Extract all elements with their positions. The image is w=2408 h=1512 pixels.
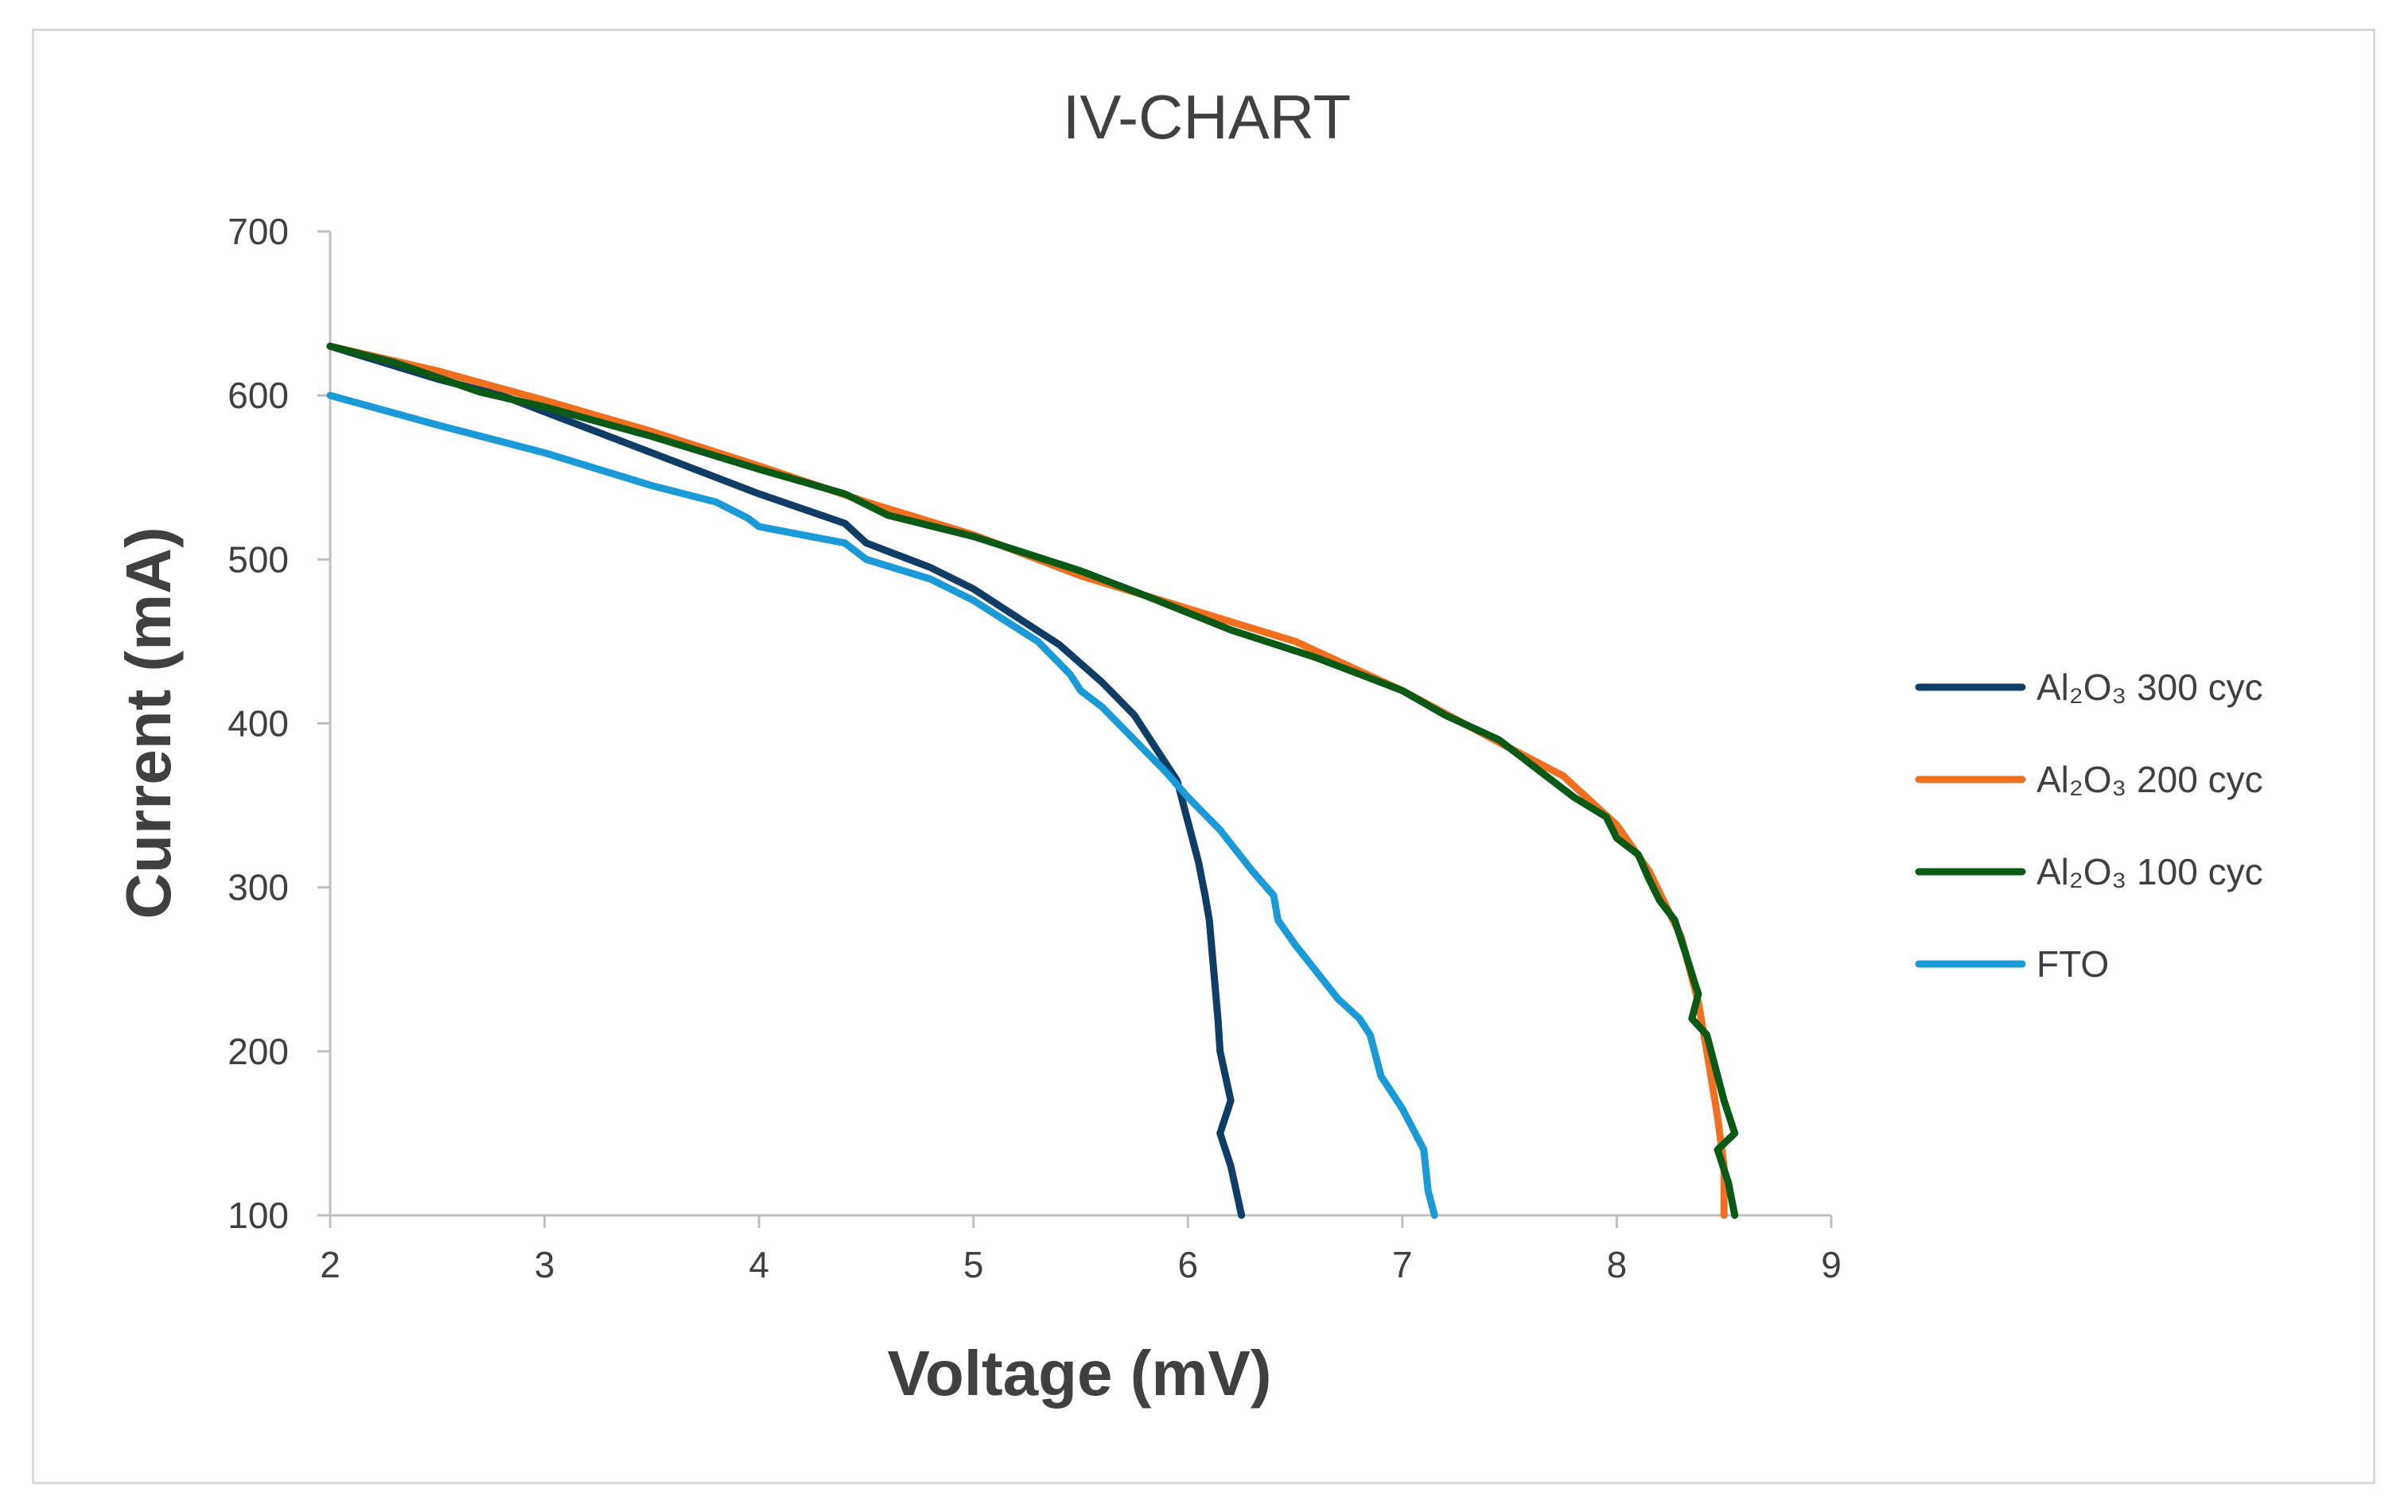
legend-label: Al₂O₃ 300 cyc <box>2036 667 2263 708</box>
y-tick-label: 300 <box>228 867 289 908</box>
y-tick-label: 100 <box>228 1195 289 1236</box>
x-tick-label: 3 <box>535 1244 555 1285</box>
x-tick-label: 8 <box>1607 1244 1628 1285</box>
legend-label: Al₂O₃ 200 cyc <box>2036 759 2263 800</box>
legend-label: FTO <box>2036 943 2109 985</box>
series-line-3 <box>326 342 1739 1219</box>
series-line-2 <box>326 342 1728 1219</box>
x-axis-ticks: 2 3 4 5 6 7 8 9 <box>320 1215 1842 1285</box>
x-tick-label: 5 <box>963 1244 984 1285</box>
chart-title: IV-CHART <box>1063 82 1352 152</box>
x-axis-title: Voltage (mV) <box>887 1338 1271 1409</box>
x-tick-label: 2 <box>320 1244 340 1285</box>
x-tick-label: 6 <box>1177 1244 1198 1285</box>
series-line-1 <box>326 342 1246 1219</box>
y-tick-label: 500 <box>228 538 289 580</box>
y-axis-ticks: 100 200 300 400 500 600 700 <box>228 211 330 1236</box>
y-tick-label: 700 <box>228 211 289 252</box>
y-tick-label: 400 <box>228 703 289 744</box>
chart-frame <box>32 29 2375 1484</box>
legend-label: Al₂O₃ 100 cyc <box>2036 851 2263 892</box>
y-tick-label: 600 <box>228 375 289 416</box>
x-tick-label: 9 <box>1821 1244 1842 1285</box>
x-tick-label: 7 <box>1392 1244 1413 1285</box>
y-axis-title: Current (mA) <box>113 527 184 919</box>
legend: Al₂O₃ 300 cyc Al₂O₃ 200 cyc Al₂O₃ 100 cyc F… <box>1915 667 2263 985</box>
y-tick-label: 200 <box>228 1031 289 1072</box>
x-tick-label: 4 <box>749 1244 769 1285</box>
series-line-4 <box>326 391 1438 1219</box>
series-lines <box>326 342 1739 1219</box>
